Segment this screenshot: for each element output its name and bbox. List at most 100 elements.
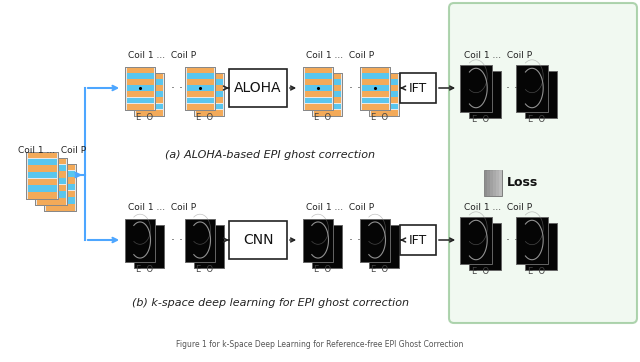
FancyBboxPatch shape — [195, 85, 223, 91]
FancyBboxPatch shape — [194, 72, 224, 115]
FancyBboxPatch shape — [26, 152, 58, 198]
Text: E  O: E O — [528, 115, 545, 125]
FancyBboxPatch shape — [305, 85, 332, 91]
FancyBboxPatch shape — [314, 110, 340, 115]
FancyBboxPatch shape — [369, 224, 399, 268]
FancyBboxPatch shape — [136, 97, 163, 103]
FancyBboxPatch shape — [195, 73, 223, 79]
FancyBboxPatch shape — [36, 158, 65, 164]
FancyBboxPatch shape — [496, 170, 499, 196]
FancyBboxPatch shape — [314, 79, 340, 85]
FancyBboxPatch shape — [36, 198, 65, 205]
FancyBboxPatch shape — [28, 185, 56, 192]
FancyBboxPatch shape — [186, 79, 214, 85]
FancyBboxPatch shape — [36, 185, 65, 191]
FancyBboxPatch shape — [449, 3, 637, 323]
FancyBboxPatch shape — [45, 164, 74, 170]
FancyBboxPatch shape — [195, 79, 223, 85]
FancyBboxPatch shape — [314, 73, 340, 79]
Text: E  O: E O — [196, 265, 213, 274]
FancyBboxPatch shape — [371, 85, 397, 91]
FancyBboxPatch shape — [36, 178, 65, 184]
Text: E  O: E O — [314, 114, 331, 122]
FancyBboxPatch shape — [45, 204, 74, 210]
Text: IFT: IFT — [409, 233, 427, 247]
FancyBboxPatch shape — [305, 73, 332, 79]
FancyBboxPatch shape — [36, 171, 65, 178]
FancyBboxPatch shape — [487, 170, 490, 196]
FancyBboxPatch shape — [484, 170, 502, 196]
FancyBboxPatch shape — [28, 172, 56, 178]
FancyBboxPatch shape — [136, 73, 163, 79]
Text: Coil 1 ...  Coil P: Coil 1 ... Coil P — [128, 51, 196, 60]
FancyBboxPatch shape — [314, 104, 340, 109]
FancyBboxPatch shape — [362, 91, 388, 97]
FancyBboxPatch shape — [125, 67, 155, 109]
FancyBboxPatch shape — [314, 91, 340, 97]
FancyBboxPatch shape — [28, 159, 56, 165]
FancyBboxPatch shape — [362, 79, 388, 85]
FancyBboxPatch shape — [371, 91, 397, 97]
FancyBboxPatch shape — [186, 104, 214, 109]
FancyBboxPatch shape — [195, 91, 223, 97]
Text: E  O: E O — [136, 265, 153, 274]
FancyBboxPatch shape — [36, 164, 65, 171]
FancyBboxPatch shape — [369, 72, 399, 115]
FancyBboxPatch shape — [28, 152, 56, 158]
FancyBboxPatch shape — [490, 170, 493, 196]
FancyBboxPatch shape — [484, 170, 487, 196]
FancyBboxPatch shape — [371, 104, 397, 109]
Text: Coil 1 ...  Coil P: Coil 1 ... Coil P — [464, 203, 532, 212]
Text: E  O: E O — [314, 265, 331, 274]
Text: Coil 1 ...  Coil P: Coil 1 ... Coil P — [306, 203, 374, 212]
Text: Coil 1 ...  Coil P: Coil 1 ... Coil P — [18, 146, 86, 155]
FancyBboxPatch shape — [194, 224, 224, 268]
FancyBboxPatch shape — [314, 97, 340, 103]
Text: Coil 1 ...  Coil P: Coil 1 ... Coil P — [464, 51, 532, 60]
Text: E  O: E O — [136, 114, 153, 122]
FancyBboxPatch shape — [36, 191, 65, 198]
FancyBboxPatch shape — [305, 67, 332, 73]
Text: E  O: E O — [371, 114, 388, 122]
FancyBboxPatch shape — [303, 67, 333, 109]
FancyBboxPatch shape — [28, 179, 56, 185]
Text: Figure 1 for k-Space Deep Learning for Reference-free EPI Ghost Correction: Figure 1 for k-Space Deep Learning for R… — [176, 340, 464, 349]
FancyBboxPatch shape — [360, 219, 390, 261]
FancyBboxPatch shape — [314, 85, 340, 91]
FancyBboxPatch shape — [125, 219, 155, 261]
FancyBboxPatch shape — [516, 216, 548, 264]
Text: · ·: · · — [171, 233, 183, 247]
FancyBboxPatch shape — [136, 91, 163, 97]
FancyBboxPatch shape — [362, 67, 388, 73]
FancyBboxPatch shape — [499, 170, 502, 196]
FancyBboxPatch shape — [371, 97, 397, 103]
Text: Loss: Loss — [507, 177, 538, 189]
FancyBboxPatch shape — [229, 221, 287, 259]
FancyBboxPatch shape — [195, 97, 223, 103]
FancyBboxPatch shape — [186, 91, 214, 97]
Text: Coil 1 ...  Coil P: Coil 1 ... Coil P — [128, 203, 196, 212]
FancyBboxPatch shape — [469, 71, 501, 118]
FancyBboxPatch shape — [460, 64, 492, 111]
FancyBboxPatch shape — [362, 73, 388, 79]
FancyBboxPatch shape — [305, 104, 332, 109]
FancyBboxPatch shape — [127, 104, 154, 109]
FancyBboxPatch shape — [186, 73, 214, 79]
FancyBboxPatch shape — [185, 67, 215, 109]
FancyBboxPatch shape — [35, 157, 67, 205]
FancyBboxPatch shape — [186, 67, 214, 73]
Text: Coil 1 ...  Coil P: Coil 1 ... Coil P — [306, 51, 374, 60]
FancyBboxPatch shape — [371, 73, 397, 79]
FancyBboxPatch shape — [229, 69, 287, 107]
FancyBboxPatch shape — [134, 224, 164, 268]
FancyBboxPatch shape — [45, 197, 74, 204]
FancyBboxPatch shape — [360, 67, 390, 109]
FancyBboxPatch shape — [305, 91, 332, 97]
FancyBboxPatch shape — [45, 184, 74, 190]
FancyBboxPatch shape — [185, 219, 215, 261]
FancyBboxPatch shape — [28, 192, 56, 198]
Text: E  O: E O — [371, 265, 388, 274]
FancyBboxPatch shape — [186, 97, 214, 104]
Text: · ·: · · — [506, 233, 518, 247]
Text: E  O: E O — [472, 268, 489, 277]
